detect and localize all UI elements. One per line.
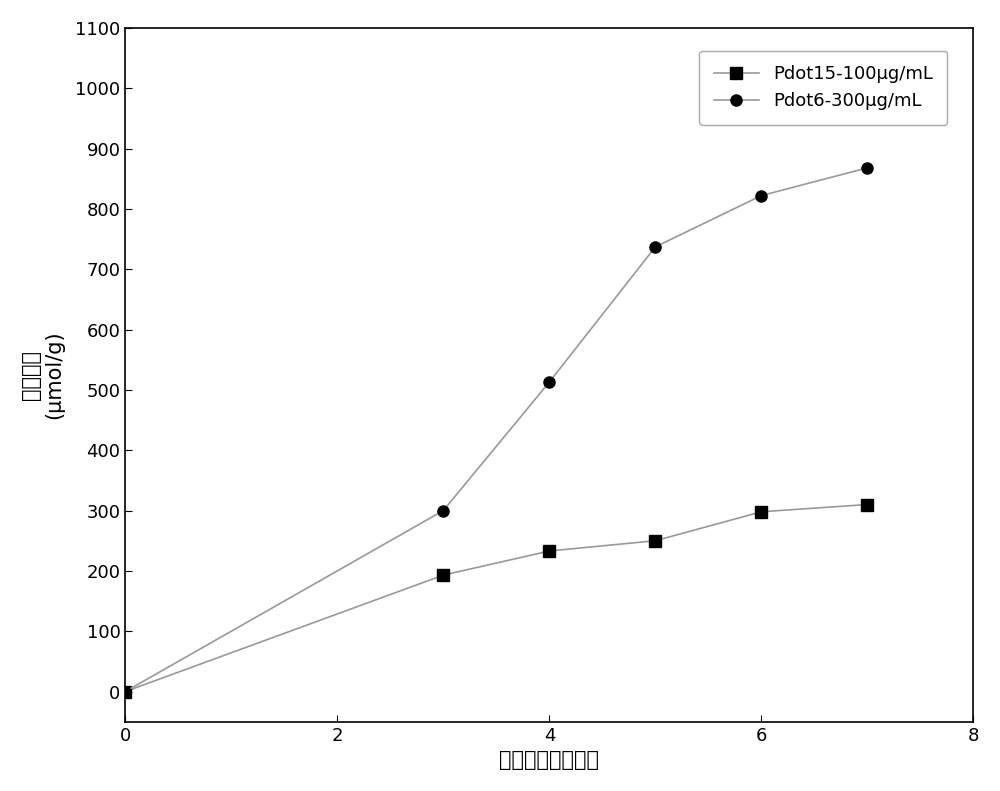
- Pdot6-300μg/mL: [861, 163, 873, 172]
- Pdot15-100μg/mL: [649, 536, 661, 546]
- Y-axis label: 产氢速率
(μmol/g): 产氢速率 (μmol/g): [21, 331, 64, 419]
- Pdot15-100μg/mL: [861, 500, 873, 509]
- Pdot15-100μg/mL: [543, 547, 555, 556]
- Pdot6-300μg/mL: [119, 687, 131, 696]
- Pdot6-300μg/mL: [755, 191, 767, 200]
- Legend: Pdot15-100μg/mL, Pdot6-300μg/mL: Pdot15-100μg/mL, Pdot6-300μg/mL: [699, 51, 947, 125]
- X-axis label: 光照时间（小时）: 光照时间（小时）: [499, 750, 599, 770]
- Pdot15-100μg/mL: [119, 687, 131, 696]
- Pdot6-300μg/mL: [543, 377, 555, 387]
- Pdot6-300μg/mL: [437, 505, 449, 515]
- Line: Pdot15-100μg/mL: Pdot15-100μg/mL: [120, 499, 873, 697]
- Pdot15-100μg/mL: [755, 507, 767, 517]
- Line: Pdot6-300μg/mL: Pdot6-300μg/mL: [120, 162, 873, 697]
- Pdot15-100μg/mL: [437, 570, 449, 580]
- Pdot6-300μg/mL: [649, 242, 661, 252]
